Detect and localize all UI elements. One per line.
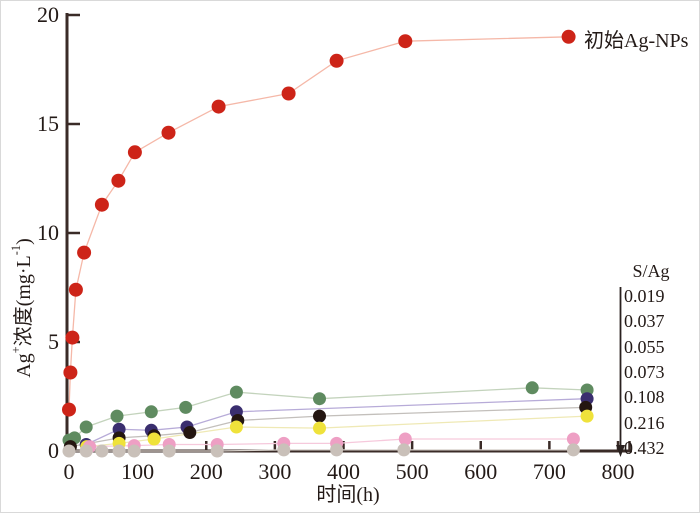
data-point-sag-0432	[79, 444, 93, 458]
sag-ratio-0.037: 0.037	[624, 311, 665, 332]
x-tick-label: 700	[533, 459, 566, 484]
data-point-sag-0432	[566, 443, 580, 457]
data-point-sag-0073	[313, 421, 326, 435]
sag-ratio-header: S/Ag	[632, 261, 670, 281]
data-point-sag-0432	[127, 444, 141, 458]
data-point-initial-ag-nps	[111, 173, 126, 188]
data-point-sag-0432	[397, 443, 411, 457]
sag-arrow-head	[616, 445, 625, 457]
sag-ratio-0.073: 0.073	[624, 361, 665, 382]
sag-ratio-0.432: 0.432	[624, 437, 665, 458]
x-tick-label: 600	[464, 459, 497, 484]
y-tick-label: 5	[48, 329, 59, 354]
x-tick-label: 300	[258, 459, 291, 484]
y-axis-title: Ag+浓度(mg·L-1)	[7, 176, 35, 440]
data-point-initial-ag-nps	[161, 125, 176, 140]
x-tick-label: 200	[190, 459, 223, 484]
data-point-sag-0055	[183, 426, 197, 439]
data-point-sag-0055	[313, 409, 326, 423]
y-axis-title-mid: 浓度(mg·L	[13, 255, 35, 347]
data-point-sag-0019	[79, 420, 93, 434]
data-point-sag-0216	[566, 432, 580, 446]
sag-ratio-0.055: 0.055	[624, 336, 665, 357]
data-point-sag-0432	[330, 443, 344, 457]
x-tick-label: 500	[396, 459, 429, 484]
data-point-initial-ag-nps	[127, 145, 142, 160]
data-point-sag-0432	[95, 444, 109, 458]
y-tick-label: 20	[37, 2, 59, 27]
x-tick-label: 400	[327, 459, 360, 484]
data-point-sag-0432	[62, 444, 76, 458]
data-point-initial-ag-nps	[281, 86, 296, 101]
legend-initial-ag-nps-label: 初始Ag-NPs	[584, 29, 689, 52]
x-axis-title: 时间(h)	[316, 484, 380, 506]
data-point-initial-ag-nps	[561, 29, 576, 44]
data-point-initial-ag-nps	[65, 330, 80, 345]
data-point-sag-0073	[229, 420, 243, 434]
data-point-sag-0432	[112, 444, 126, 458]
data-point-initial-ag-nps	[329, 53, 344, 68]
x-tick-label: 100	[121, 459, 154, 484]
series-line-initial-ag-nps	[68, 36, 569, 410]
y-axis-title-base: Ag	[13, 353, 35, 378]
data-point-initial-ag-nps	[68, 282, 83, 297]
y-axis-title-sup-minus1: -1	[9, 244, 24, 256]
data-point-sag-0019	[229, 385, 243, 399]
sag-ratio-0.019: 0.019	[624, 286, 665, 306]
sag-ratio-0.216: 0.216	[624, 412, 665, 433]
data-point-sag-0019	[313, 392, 326, 406]
data-point-initial-ag-nps	[62, 402, 76, 417]
data-point-sag-0019	[144, 405, 158, 419]
data-point-sag-0432	[162, 444, 176, 458]
x-tick-label: 0	[64, 459, 75, 484]
data-point-sag-0073	[147, 432, 161, 446]
x-tick-label: 800	[602, 459, 635, 484]
data-point-sag-0019	[525, 381, 539, 395]
data-point-sag-0432	[210, 444, 224, 458]
y-tick-label: 15	[37, 111, 59, 136]
data-point-initial-ag-nps	[77, 245, 92, 260]
y-axis-title-sup-plus: +	[9, 346, 24, 354]
y-tick-label: 10	[37, 220, 59, 245]
data-point-sag-0019	[179, 400, 193, 414]
series-line-sag-0019	[68, 387, 588, 441]
data-point-initial-ag-nps	[94, 197, 109, 212]
y-axis-title-close: )	[13, 238, 35, 245]
y-tick-label: 0	[48, 438, 59, 463]
data-point-sag-0216	[398, 432, 412, 446]
data-point-initial-ag-nps	[211, 99, 226, 114]
data-point-initial-ag-nps	[398, 34, 413, 49]
data-point-initial-ag-nps	[63, 365, 78, 380]
data-point-sag-0432	[277, 443, 291, 457]
sag-ratio-0.108: 0.108	[624, 387, 665, 408]
data-point-sag-0073	[580, 409, 594, 423]
data-point-sag-0019	[110, 409, 124, 423]
